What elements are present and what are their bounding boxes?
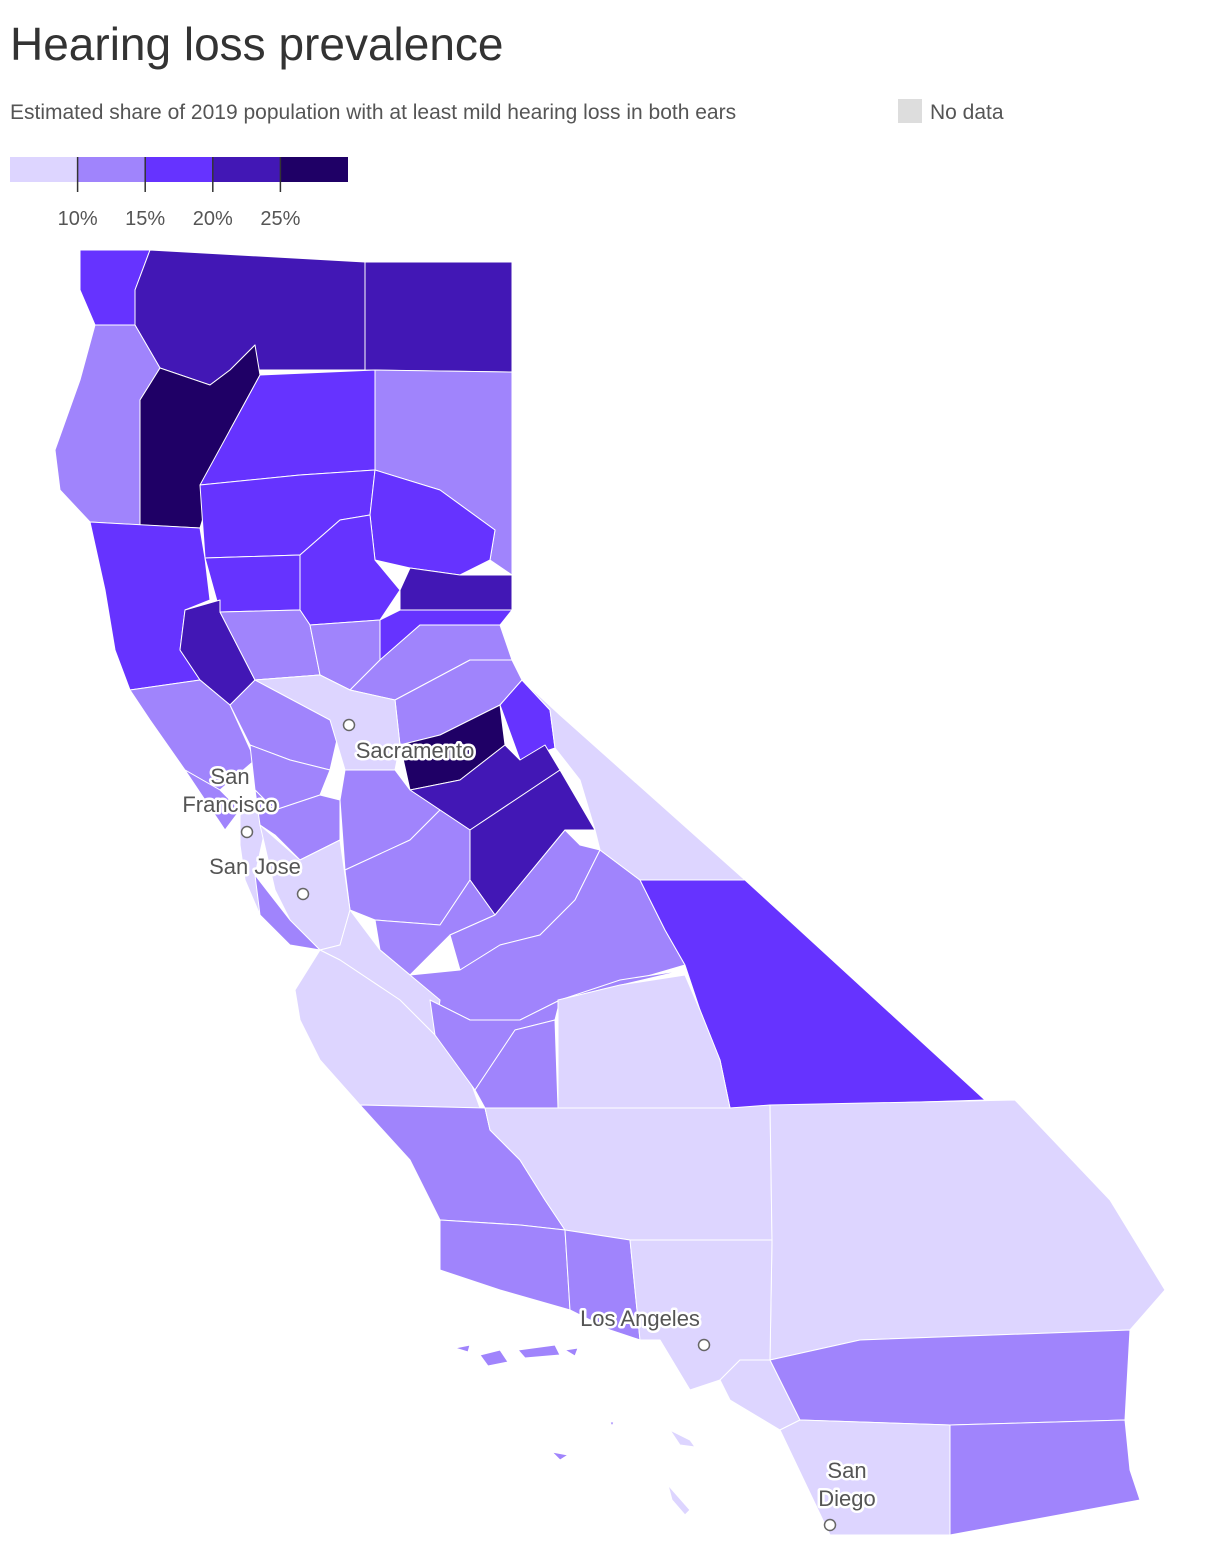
cities: Sacramento San Francisco San Jose Los Angele… <box>180 718 878 1532</box>
city-dot <box>296 887 310 901</box>
county <box>551 1451 569 1461</box>
city-label: Francisco <box>182 792 277 817</box>
no-data-swatch <box>898 99 922 123</box>
city-label: San Jose <box>209 854 301 879</box>
county <box>254 874 321 951</box>
subtitle: Estimated share of 2019 population with … <box>10 101 736 124</box>
legend-swatch <box>145 157 213 182</box>
county <box>479 1349 509 1367</box>
county <box>609 1421 615 1427</box>
county <box>439 1219 571 1311</box>
city-dot <box>697 1338 711 1352</box>
county <box>184 769 241 831</box>
county <box>364 261 513 373</box>
county <box>769 1099 1166 1361</box>
city-label: San <box>210 764 249 789</box>
legend-tick-label: 10% <box>58 208 98 230</box>
city-dot <box>823 1518 837 1532</box>
city-label: Diego <box>818 1486 875 1511</box>
county <box>667 1484 691 1516</box>
city-dot <box>240 825 254 839</box>
county <box>517 1344 561 1359</box>
city-label: Los Angeles <box>580 1306 700 1331</box>
legend-tick-label: 20% <box>193 208 233 230</box>
no-data-label: No data <box>930 101 1004 124</box>
legend-swatch <box>77 157 146 182</box>
county <box>254 674 401 771</box>
legend-swatch <box>212 157 281 182</box>
city-dot <box>342 718 356 732</box>
legend-tick-label: 25% <box>260 208 300 230</box>
county <box>399 567 513 611</box>
city-label: Sacramento <box>356 738 475 763</box>
counties <box>54 249 1166 1536</box>
title: Hearing loss prevalence <box>10 18 504 70</box>
county <box>454 1344 471 1353</box>
county <box>474 1019 559 1109</box>
legend-swatch <box>10 157 78 182</box>
legend-swatch <box>280 157 348 182</box>
county <box>669 1429 696 1448</box>
county <box>521 679 746 881</box>
county <box>369 469 496 576</box>
legend: 10% 15% 20% 25% <box>10 157 348 230</box>
legend-tick-label: 15% <box>125 208 165 230</box>
county <box>564 1347 579 1357</box>
county <box>129 679 256 791</box>
city-label: San <box>827 1458 866 1483</box>
county <box>564 1229 641 1341</box>
county <box>949 1419 1141 1536</box>
